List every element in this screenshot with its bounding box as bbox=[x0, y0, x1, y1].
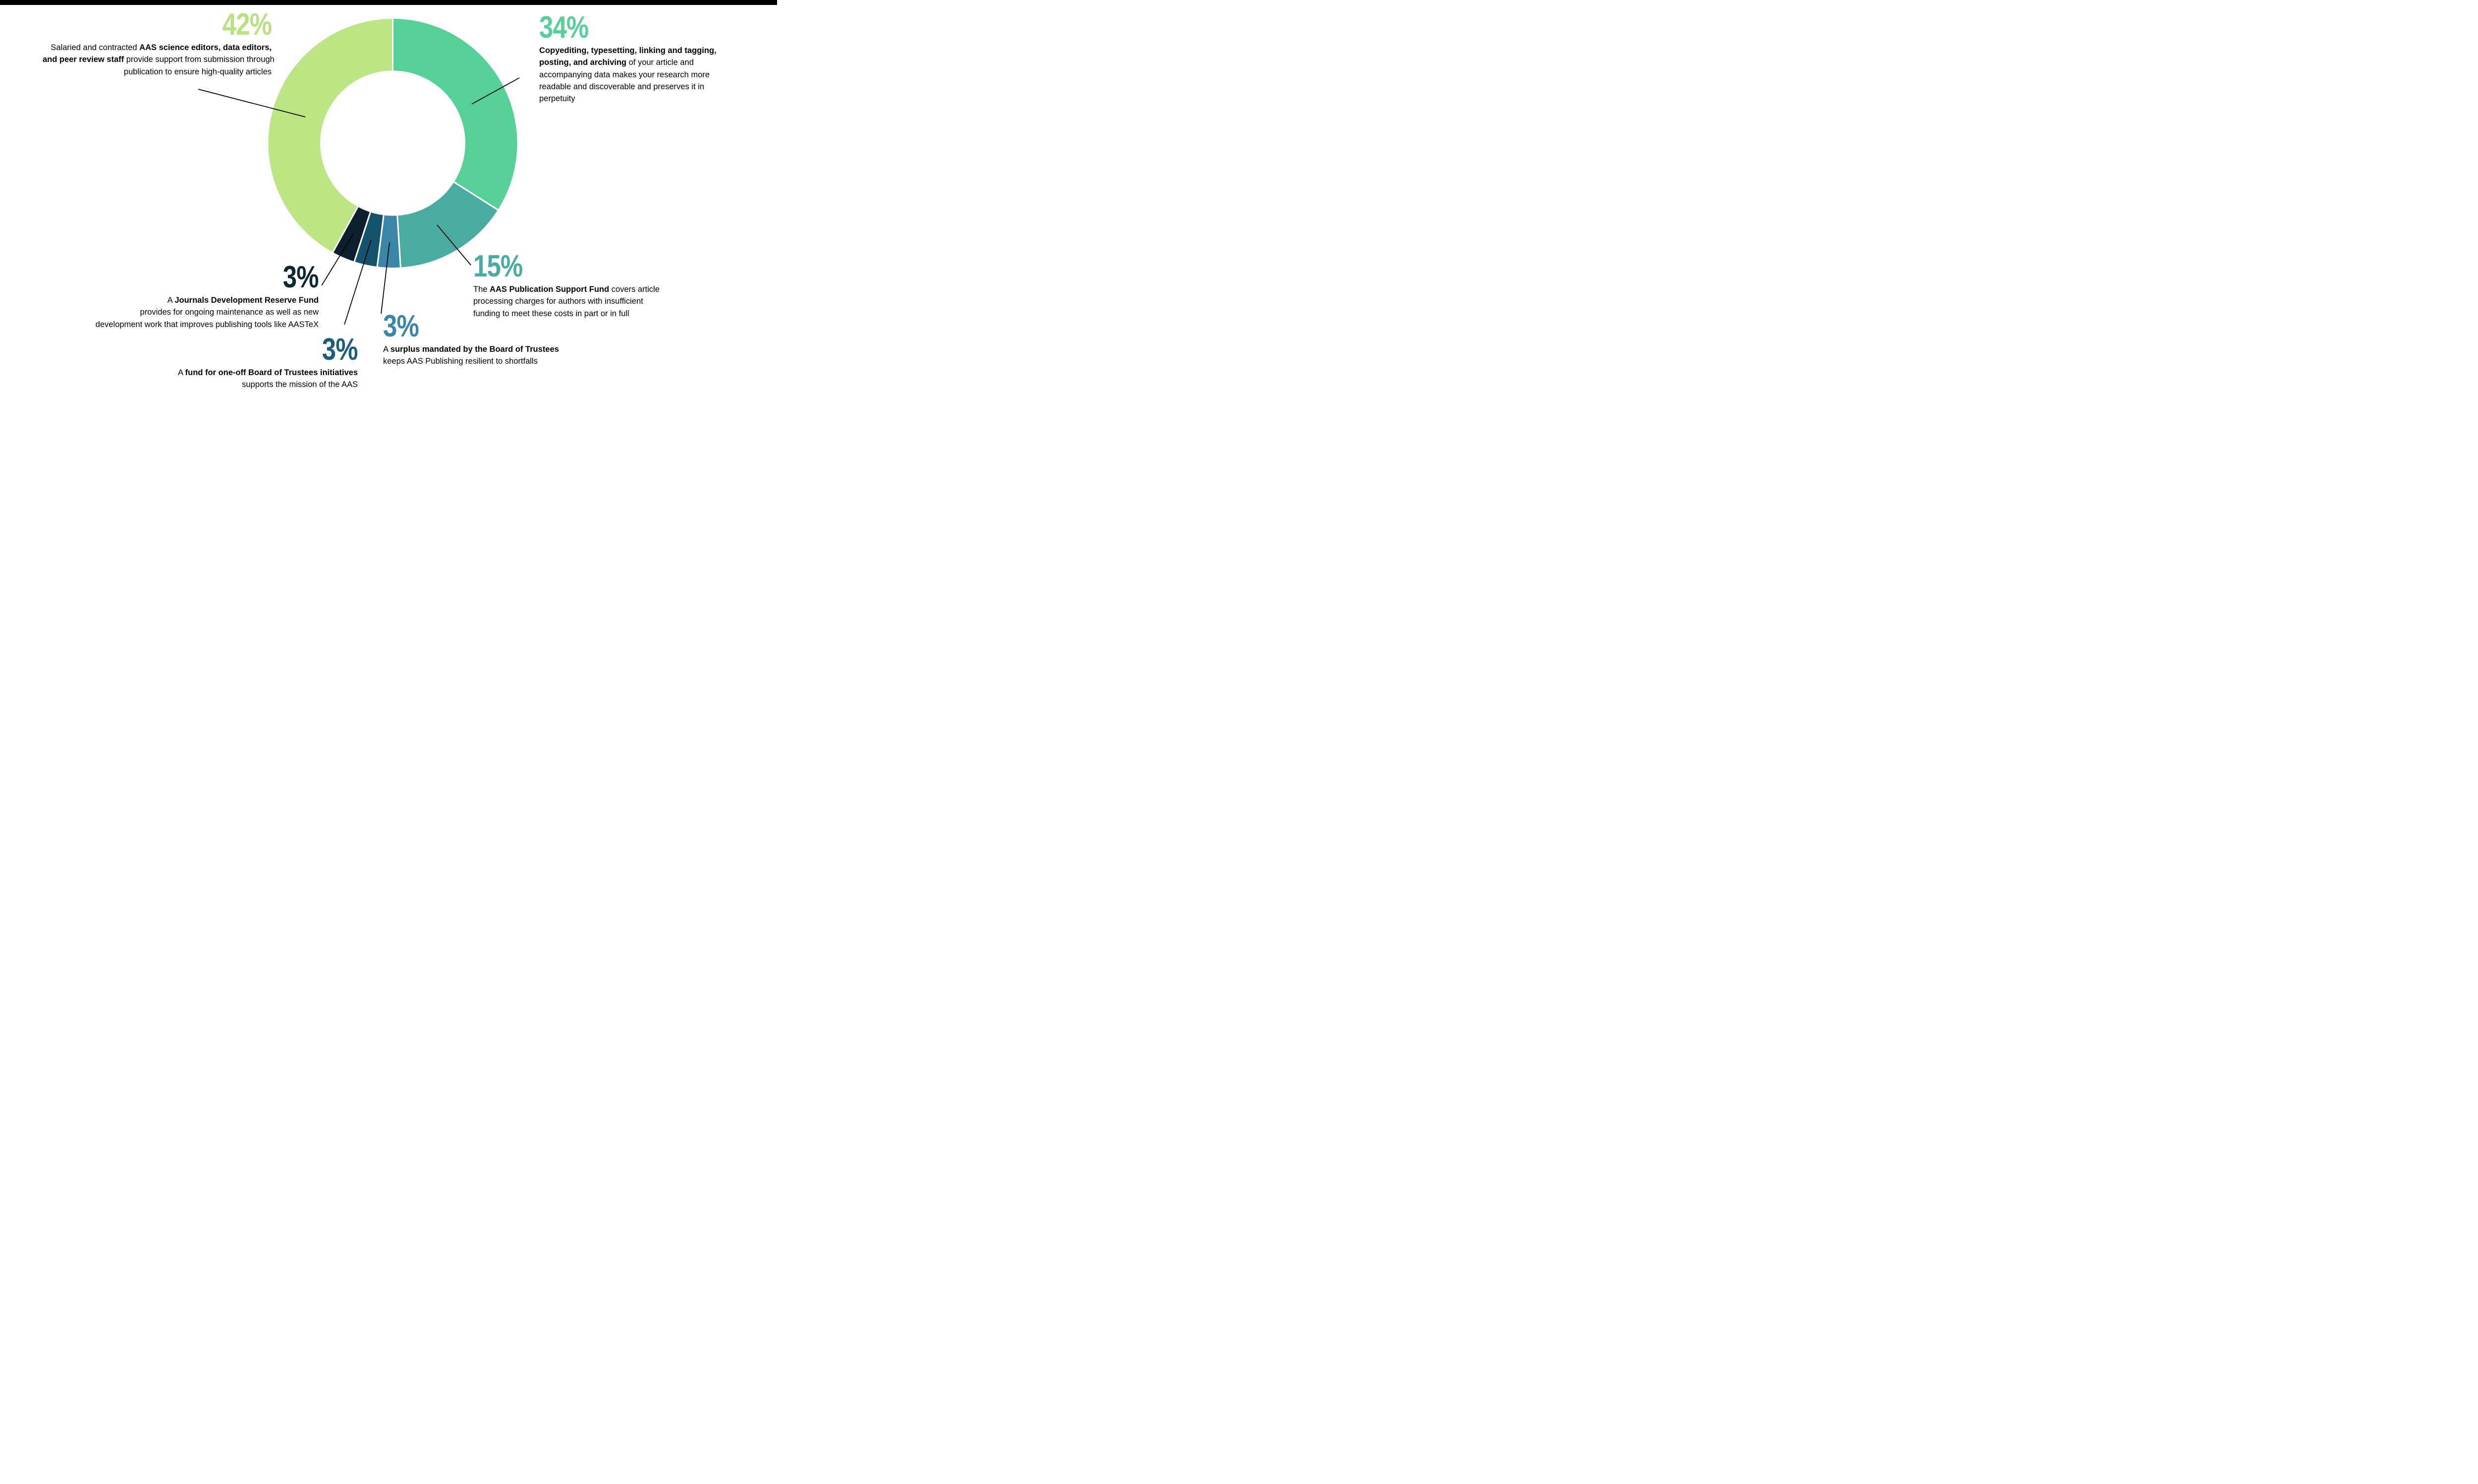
callout-surplus-text: A surplus mandated by the Board of Trust… bbox=[383, 343, 591, 368]
callout-psf-pct: 15% bbox=[473, 249, 686, 283]
callout-surplus-pct: 3% bbox=[383, 309, 591, 343]
leader-line-jdrf bbox=[321, 233, 354, 286]
donut-chart bbox=[198, 17, 520, 325]
callout-copyediting-pct: 34% bbox=[539, 10, 737, 45]
pct-label-3-jdrf: 3% bbox=[283, 260, 319, 294]
pct-label-34: 34% bbox=[539, 10, 589, 45]
text-line: keeps AAS Publishing resilient to shortf… bbox=[383, 357, 538, 366]
donut-slice-copyediting-34% bbox=[392, 17, 519, 211]
text-line: Copyediting, typesetting, linking and ta… bbox=[539, 46, 717, 55]
leader-line-surplus bbox=[381, 242, 390, 314]
leader-line-editors bbox=[198, 89, 306, 117]
donut-slice-editors-42% bbox=[267, 17, 394, 254]
callout-oneoff-text: A fund for one-off Board of Trustees ini… bbox=[109, 367, 358, 391]
text-line: perpetuity bbox=[539, 94, 575, 104]
leader-line-psf bbox=[437, 224, 471, 266]
text-line: readable and discoverable and preserves … bbox=[539, 82, 704, 91]
text-line: processing charges for authors with insu… bbox=[473, 297, 643, 306]
leader-line-copyediting bbox=[471, 77, 520, 105]
callout-psf-text: The AAS Publication Support Fund covers … bbox=[473, 283, 686, 320]
text-line: provides for ongoing maintenance as well… bbox=[140, 308, 319, 317]
callout-jdrf-pct: 3% bbox=[60, 260, 319, 294]
callout-copyediting: 34% Copyediting, typesetting, linking an… bbox=[539, 10, 737, 105]
pct-label-3-surplus: 3% bbox=[383, 309, 419, 343]
callout-oneoff: 3% A fund for one-off Board of Trustees … bbox=[109, 332, 358, 391]
pct-label-42: 42% bbox=[222, 7, 272, 42]
text-line: posting, and archiving of your article a… bbox=[539, 58, 694, 67]
callout-jdrf-text: A Journals Development Reserve Fund provi… bbox=[60, 294, 319, 330]
text-line: and peer review staff provide support fr… bbox=[43, 55, 275, 64]
text-line: A fund for one-off Board of Trustees ini… bbox=[177, 368, 358, 377]
callout-oneoff-pct: 3% bbox=[109, 332, 358, 367]
callout-jdrf: 3% A Journals Development Reserve Fund pr… bbox=[60, 260, 319, 330]
text-line: development work that improves publishin… bbox=[95, 320, 319, 329]
text-line: A surplus mandated by the Board of Trust… bbox=[383, 345, 559, 354]
text-line: The AAS Publication Support Fund covers … bbox=[473, 285, 660, 294]
text-line: publication to ensure high-quality artic… bbox=[123, 67, 272, 76]
text-line: supports the mission of the AAS bbox=[242, 380, 358, 389]
callout-editors: 42% Salaried and contracted AAS science … bbox=[43, 7, 275, 78]
leader-line-oneoff bbox=[344, 239, 372, 325]
text-line: funding to meet these costs in part or i… bbox=[473, 309, 629, 318]
callout-copyediting-text: Copyediting, typesetting, linking and ta… bbox=[539, 45, 737, 105]
callout-editors-pct: 42% bbox=[43, 7, 272, 42]
pct-label-15: 15% bbox=[473, 249, 523, 283]
callout-surplus: 3% A surplus mandated by the Board of Tr… bbox=[383, 309, 591, 368]
text-line: Salaried and contracted AAS science edit… bbox=[51, 43, 272, 52]
infographic-canvas: 42% Salaried and contracted AAS science … bbox=[0, 0, 777, 401]
pct-label-3-oneoff: 3% bbox=[322, 332, 358, 367]
top-black-bar bbox=[0, 0, 777, 5]
callout-psf: 15% The AAS Publication Support Fund cov… bbox=[473, 249, 686, 320]
text-line: accompanying data makes your research mo… bbox=[539, 70, 710, 79]
callout-editors-text: Salaried and contracted AAS science edit… bbox=[43, 42, 275, 78]
text-line: A Journals Development Reserve Fund bbox=[167, 296, 319, 305]
